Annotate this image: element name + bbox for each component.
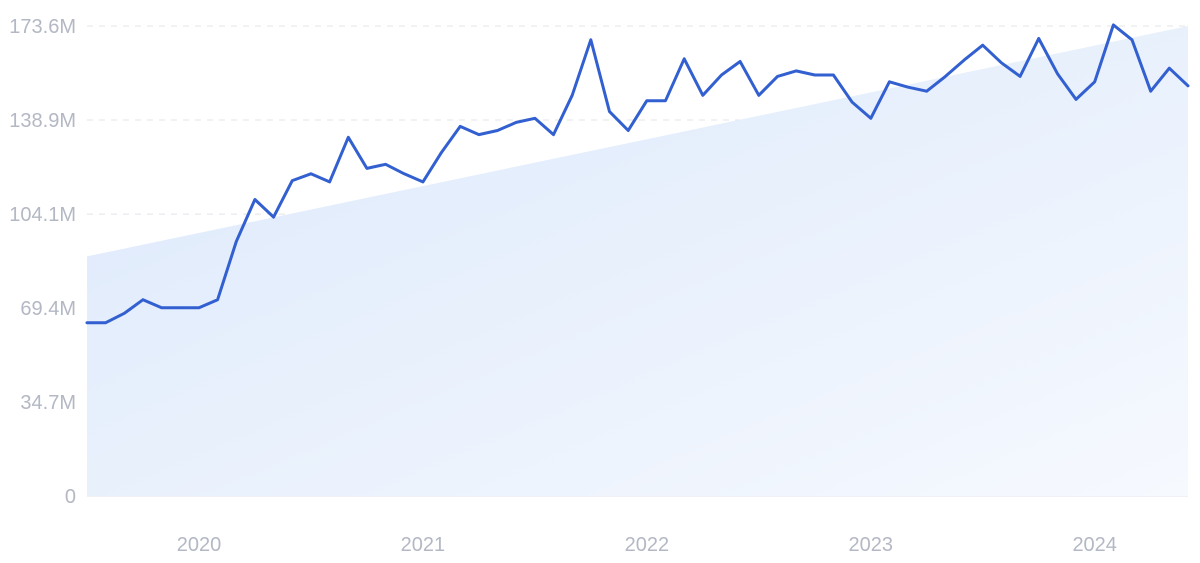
data-point[interactable] xyxy=(101,318,111,328)
y-axis: 0 34.7M 69.4M 104.1M 138.9M 173.6M xyxy=(9,16,76,508)
data-point[interactable] xyxy=(362,163,372,173)
data-point[interactable] xyxy=(660,96,670,106)
x-tick-label: 2023 xyxy=(849,534,894,556)
data-point[interactable] xyxy=(1127,35,1137,45)
y-tick-label: 173.6M xyxy=(9,16,76,38)
data-point[interactable] xyxy=(343,132,353,142)
data-point[interactable] xyxy=(1034,33,1044,43)
data-point[interactable] xyxy=(119,308,129,318)
data-point[interactable] xyxy=(381,159,391,169)
data-point[interactable] xyxy=(959,55,969,65)
data-point[interactable] xyxy=(1015,71,1025,81)
y-tick-label: 69.4M xyxy=(20,298,76,320)
data-point[interactable] xyxy=(903,82,913,92)
data-point[interactable] xyxy=(1090,77,1100,87)
data-point[interactable] xyxy=(922,86,932,96)
data-point[interactable] xyxy=(138,295,148,305)
data-point[interactable] xyxy=(1108,20,1118,30)
data-point[interactable] xyxy=(157,303,167,313)
data-point[interactable] xyxy=(250,195,260,205)
x-axis: 2020 2021 2022 2023 2024 xyxy=(177,534,1117,556)
data-point[interactable] xyxy=(847,97,857,107)
data-point[interactable] xyxy=(735,56,745,66)
x-tick-label: 2024 xyxy=(1072,534,1117,556)
data-point[interactable] xyxy=(455,121,465,131)
data-point[interactable] xyxy=(493,126,503,136)
y-tick-label: 0 xyxy=(65,486,76,508)
data-point[interactable] xyxy=(175,303,185,313)
data-point[interactable] xyxy=(866,113,876,123)
data-point[interactable] xyxy=(978,40,988,50)
data-point[interactable] xyxy=(418,177,428,187)
data-point[interactable] xyxy=(1164,63,1174,73)
data-point[interactable] xyxy=(194,303,204,313)
data-point[interactable] xyxy=(679,54,689,64)
data-point[interactable] xyxy=(269,212,279,222)
y-tick-label: 138.9M xyxy=(9,110,76,132)
data-point[interactable] xyxy=(437,147,447,157)
y-tick-label: 34.7M xyxy=(20,392,76,414)
y-tick-label: 104.1M xyxy=(9,204,76,226)
trend-area xyxy=(87,26,1188,496)
series-line xyxy=(85,23,1190,325)
data-point[interactable] xyxy=(698,90,708,100)
data-point[interactable] xyxy=(716,70,726,80)
data-point[interactable] xyxy=(82,318,92,328)
data-point[interactable] xyxy=(791,66,801,76)
data-point[interactable] xyxy=(884,77,894,87)
line-layer xyxy=(85,23,1190,325)
data-point[interactable] xyxy=(1071,94,1081,104)
data-point[interactable] xyxy=(231,237,241,247)
data-point[interactable] xyxy=(306,169,316,179)
data-point[interactable] xyxy=(474,130,484,140)
data-point[interactable] xyxy=(754,90,764,100)
data-point[interactable] xyxy=(287,176,297,186)
data-point[interactable] xyxy=(1052,69,1062,79)
data-point[interactable] xyxy=(549,130,559,140)
data-point[interactable] xyxy=(996,58,1006,68)
data-point[interactable] xyxy=(530,113,540,123)
data-point[interactable] xyxy=(810,70,820,80)
data-point[interactable] xyxy=(399,169,409,179)
data-point[interactable] xyxy=(940,71,950,81)
x-tick-label: 2022 xyxy=(625,534,670,556)
data-point[interactable] xyxy=(567,90,577,100)
x-tick-label: 2020 xyxy=(177,534,222,556)
data-point[interactable] xyxy=(642,96,652,106)
data-point[interactable] xyxy=(325,177,335,187)
data-point[interactable] xyxy=(828,70,838,80)
x-tick-label: 2021 xyxy=(401,534,446,556)
data-point[interactable] xyxy=(1183,81,1193,91)
trend-layer xyxy=(87,26,1188,496)
data-point[interactable] xyxy=(213,295,223,305)
data-point[interactable] xyxy=(511,117,521,127)
data-point[interactable] xyxy=(623,126,633,136)
data-point[interactable] xyxy=(1146,86,1156,96)
data-point[interactable] xyxy=(605,107,615,117)
data-point[interactable] xyxy=(586,35,596,45)
data-point[interactable] xyxy=(772,71,782,81)
